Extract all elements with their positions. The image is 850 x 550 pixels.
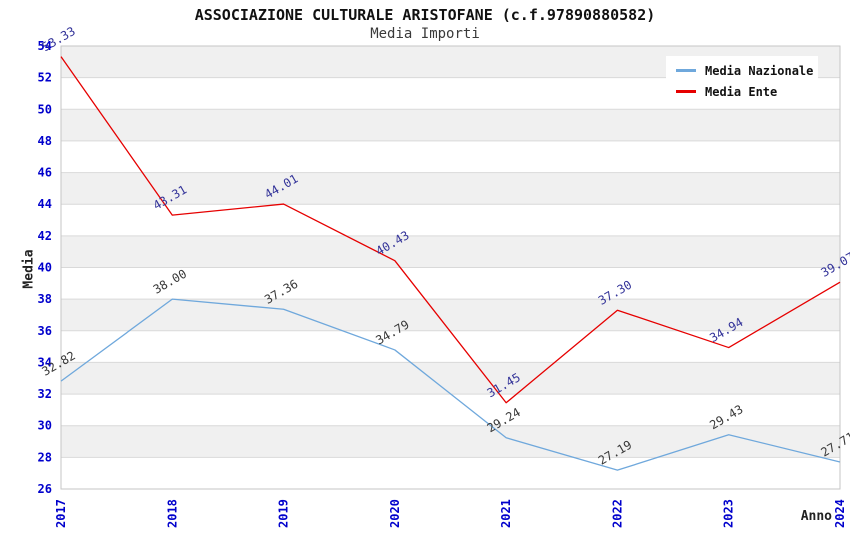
legend-label-media-ente: Media Ente bbox=[705, 84, 778, 99]
y-tick-label: 30 bbox=[38, 419, 52, 433]
y-tick-label: 54 bbox=[38, 39, 52, 53]
value-annotation-media-nazionale: 38.00 bbox=[151, 267, 189, 297]
x-tick-label: 2022 bbox=[610, 499, 624, 528]
x-axis-title: Anno bbox=[800, 509, 832, 524]
plot-band bbox=[61, 235, 840, 268]
x-tick-label: 2020 bbox=[388, 499, 402, 528]
y-tick-label: 34 bbox=[38, 355, 52, 369]
plot-band bbox=[61, 172, 840, 205]
x-tick-label: 2024 bbox=[833, 499, 847, 528]
x-tick-label: 2018 bbox=[165, 499, 179, 528]
y-tick-label: 50 bbox=[38, 102, 52, 116]
plot-border bbox=[60, 45, 841, 490]
chart-subtitle: Media Importi bbox=[370, 26, 480, 42]
legend-label-media-nazionale: Media Nazionale bbox=[705, 63, 814, 78]
legend-swatch-media-ente-icon bbox=[676, 90, 696, 93]
y-tick-label: 28 bbox=[38, 450, 52, 464]
legend-swatch-media-nazionale-icon bbox=[676, 69, 696, 72]
series-line-media-ente bbox=[60, 56, 841, 404]
legend-item-media-ente: Media Ente bbox=[676, 81, 812, 102]
x-tick-label: 2023 bbox=[722, 499, 736, 528]
x-tick-label: 2021 bbox=[499, 499, 513, 528]
plot-band bbox=[61, 425, 840, 458]
y-tick-label: 42 bbox=[38, 229, 52, 243]
series-line-media-nazionale bbox=[60, 298, 841, 471]
plot-band bbox=[61, 362, 840, 395]
legend-item-media-nazionale: Media Nazionale bbox=[676, 60, 814, 81]
y-tick-label: 40 bbox=[38, 261, 52, 275]
y-tick-label: 38 bbox=[38, 292, 52, 306]
y-tick-label: 32 bbox=[38, 387, 52, 401]
y-tick-label: 44 bbox=[38, 197, 52, 211]
x-tick-label: 2017 bbox=[54, 499, 68, 528]
y-tick-label: 26 bbox=[38, 482, 52, 496]
y-tick-label: 52 bbox=[38, 71, 52, 85]
chart-title: ASSOCIAZIONE CULTURALE ARISTOFANE (c.f.9… bbox=[194, 6, 656, 24]
plot-band bbox=[61, 299, 840, 331]
y-tick-label: 46 bbox=[38, 166, 52, 180]
plot-band bbox=[61, 109, 840, 141]
y-tick-label: 36 bbox=[38, 324, 52, 338]
x-tick-label: 2019 bbox=[277, 499, 291, 528]
y-axis-title: Media bbox=[21, 249, 37, 289]
y-tick-label: 48 bbox=[38, 134, 52, 148]
legend: Media Nazionale Media Ente bbox=[666, 56, 818, 106]
